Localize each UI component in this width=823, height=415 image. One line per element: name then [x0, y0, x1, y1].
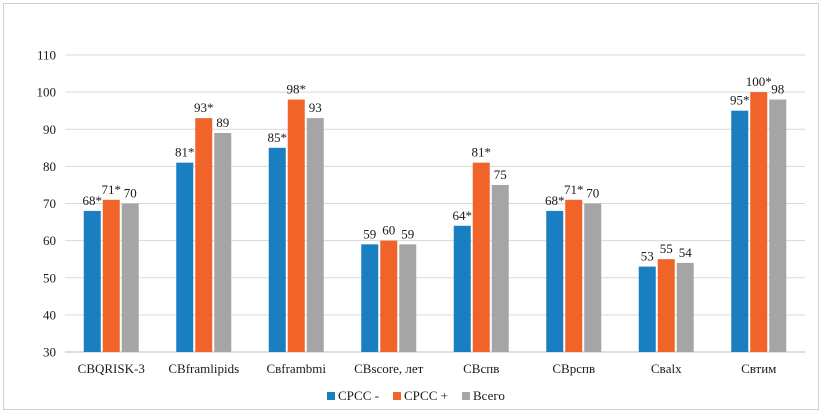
data-label: 93*	[194, 100, 214, 115]
bar	[287, 99, 305, 352]
data-label: 59	[401, 226, 414, 241]
legend-label: Всего	[473, 388, 505, 403]
bar	[214, 132, 232, 352]
legend-swatch	[461, 392, 470, 400]
data-label: 81*	[175, 145, 195, 160]
y-tick-label: 80	[43, 159, 56, 174]
y-tick-label: 100	[37, 85, 57, 100]
bar	[380, 240, 398, 352]
legend-swatch	[392, 392, 401, 400]
category-label: CBframlipids	[168, 361, 239, 376]
category-label: CBpcпв	[552, 361, 595, 376]
data-label: 75	[494, 167, 507, 182]
bar	[584, 203, 602, 352]
y-axis: 30 40 50 60 70 80 90 100 110	[37, 48, 57, 360]
legend-label: СРСС +	[404, 388, 448, 403]
data-label: 100*	[746, 74, 772, 89]
bar	[769, 99, 787, 352]
category-label: CBQRISK-3	[78, 361, 145, 376]
data-label: 53	[641, 249, 654, 264]
category-label: Cвalx	[651, 361, 682, 376]
chart-frame	[3, 3, 819, 410]
legend-swatch	[327, 392, 335, 400]
data-label: 81*	[472, 145, 492, 160]
bar	[83, 210, 101, 352]
data-label: 60	[382, 223, 395, 238]
bar	[121, 203, 139, 352]
bar	[676, 262, 694, 352]
y-tick-label: 70	[43, 196, 56, 211]
legend-label: СРСС -	[338, 388, 379, 403]
data-label: 89	[216, 115, 229, 130]
data-label: 68*	[545, 193, 565, 208]
y-tick-label: 30	[43, 345, 56, 360]
data-label: 54	[679, 245, 693, 260]
bar	[491, 184, 509, 352]
data-label: 59	[363, 226, 376, 241]
bar	[102, 199, 120, 352]
category-label: CBscore, лет	[354, 361, 424, 376]
x-axis: CBQRISK-3 CBframlipids Cвframbmi CBscore, л…	[78, 361, 777, 376]
y-tick-label: 40	[43, 307, 56, 322]
legend: СРСС - СРСС + Всего	[327, 388, 505, 403]
bar	[565, 199, 583, 352]
bar	[657, 259, 675, 352]
bar	[453, 225, 471, 352]
bar	[268, 147, 286, 352]
category-label: Cвтим	[741, 361, 776, 376]
bar	[546, 210, 564, 352]
gridlines	[65, 54, 805, 353]
y-tick-label: 50	[43, 270, 56, 285]
data-label: 64*	[453, 208, 473, 223]
data-label: 85*	[268, 130, 288, 145]
bar	[638, 266, 656, 352]
bar	[361, 244, 379, 352]
bar	[750, 92, 768, 352]
bars	[83, 92, 787, 352]
bar	[176, 162, 194, 352]
data-label: 71*	[564, 182, 584, 197]
data-label: 68*	[83, 193, 103, 208]
data-label: 93	[309, 100, 322, 115]
bar	[731, 110, 749, 352]
data-label: 95*	[730, 93, 750, 108]
y-tick-label: 90	[43, 122, 56, 137]
data-label: 98	[771, 82, 784, 97]
category-label: CBcпв	[463, 361, 499, 376]
bar	[306, 118, 324, 352]
bar	[195, 118, 213, 352]
data-label: 70	[586, 186, 599, 201]
data-label: 71*	[102, 182, 122, 197]
bar	[399, 244, 417, 352]
y-tick-label: 60	[43, 233, 56, 248]
data-label: 98*	[287, 82, 307, 97]
data-label: 55	[660, 241, 673, 256]
category-label: Cвframbmi	[266, 361, 326, 376]
bar	[472, 162, 490, 352]
y-tick-label: 110	[37, 48, 56, 63]
data-label: 70	[124, 186, 137, 201]
